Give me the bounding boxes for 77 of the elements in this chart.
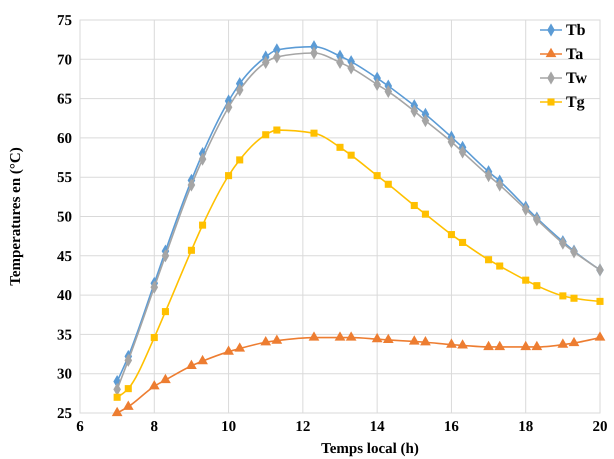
point: [122, 400, 134, 410]
x-tick-label: 14: [370, 419, 386, 435]
point: [522, 276, 530, 284]
y-tick-label: 40: [57, 288, 72, 304]
point: [271, 334, 282, 344]
legend-label: Tw: [566, 70, 588, 87]
point: [483, 340, 494, 350]
point: [568, 336, 580, 346]
point: [150, 334, 158, 342]
point: [520, 340, 532, 350]
point: [348, 152, 355, 159]
point: [408, 335, 420, 345]
point: [559, 292, 566, 300]
point: [533, 282, 540, 290]
y-tick-label: 60: [57, 130, 72, 147]
point: [346, 331, 357, 341]
y-axis-title: Temperatures en (°C): [8, 147, 24, 286]
point: [457, 339, 468, 349]
point: [112, 406, 123, 416]
point: [494, 340, 506, 350]
point: [262, 131, 270, 138]
point: [496, 262, 504, 270]
point: [596, 298, 604, 305]
point: [260, 336, 272, 346]
point: [273, 126, 280, 134]
point: [531, 340, 542, 350]
x-tick-label: 18: [518, 419, 534, 435]
point: [374, 172, 381, 180]
point: [197, 354, 208, 364]
y-tick-label: 35: [57, 327, 72, 344]
point: [336, 144, 344, 151]
legend-label: Tb: [566, 22, 586, 39]
point: [236, 156, 244, 164]
point: [420, 336, 431, 346]
y-tick-label: 45: [57, 248, 72, 265]
point: [334, 331, 346, 341]
point: [124, 385, 132, 392]
point: [570, 294, 578, 302]
x-axis-title: Temps local (h): [321, 441, 419, 457]
y-tick-label: 50: [57, 210, 72, 226]
y-tick-label: 25: [57, 406, 72, 422]
point: [594, 331, 606, 341]
point: [160, 374, 171, 384]
point: [310, 130, 318, 137]
x-tick-label: 20: [592, 419, 608, 435]
x-tick-label: 6: [76, 419, 84, 435]
point: [384, 180, 392, 188]
y-tick-label: 30: [57, 366, 72, 383]
point: [162, 308, 169, 316]
point: [223, 345, 234, 355]
point: [186, 360, 197, 369]
point: [372, 332, 383, 342]
y-tick-label: 70: [57, 52, 72, 68]
point: [448, 231, 455, 238]
y-tick-label: 75: [57, 13, 72, 29]
x-tick-label: 10: [221, 419, 236, 435]
point: [188, 246, 195, 254]
point: [114, 394, 121, 401]
y-tick-label: 55: [57, 170, 72, 186]
point: [234, 342, 246, 352]
point: [199, 222, 206, 229]
point: [459, 238, 466, 246]
point: [308, 331, 320, 341]
x-tick-label: 16: [444, 419, 460, 435]
legend-label: Tg: [566, 94, 585, 111]
point: [557, 338, 568, 348]
x-tick-label: 12: [295, 419, 310, 435]
legend-label: Ta: [566, 46, 584, 63]
point: [148, 380, 160, 390]
point: [485, 256, 492, 264]
y-tick-label: 65: [57, 92, 72, 108]
point: [382, 334, 394, 344]
point: [446, 338, 457, 348]
point: [225, 172, 232, 180]
x-tick-label: 8: [150, 419, 158, 435]
point: [410, 202, 418, 210]
point: [422, 210, 429, 218]
